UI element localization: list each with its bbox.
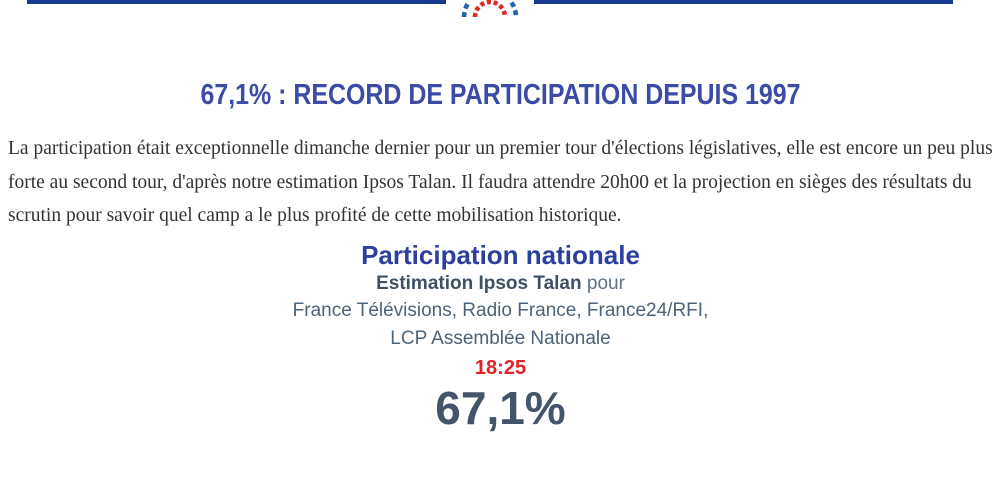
partners-line-2: LCP Assemblée Nationale xyxy=(390,327,611,349)
page-title: 67,1% : RECORD DE PARTICIPATION DEPUIS 1… xyxy=(200,79,801,111)
top-rule xyxy=(0,0,1001,18)
article-intro: La participation était exceptionnelle di… xyxy=(8,138,993,226)
estimation-source-name: Estimation Ipsos Talan xyxy=(376,272,582,294)
partners-line-1: France Télévisions, Radio France, France… xyxy=(292,300,709,321)
hemicycle-icon xyxy=(461,0,519,18)
participation-widget: Participation nationale Estimation Ipsos… xyxy=(0,240,1001,435)
top-rule-left xyxy=(27,0,446,4)
top-rule-right xyxy=(534,0,953,4)
participation-value: 67,1% xyxy=(435,382,566,434)
widget-title: Participation nationale xyxy=(361,239,640,270)
estimation-time: 18:25 xyxy=(474,357,527,379)
estimation-source: Estimation Ipsos Talan pour xyxy=(0,270,1001,298)
estimation-source-suffix: pour xyxy=(581,272,625,294)
